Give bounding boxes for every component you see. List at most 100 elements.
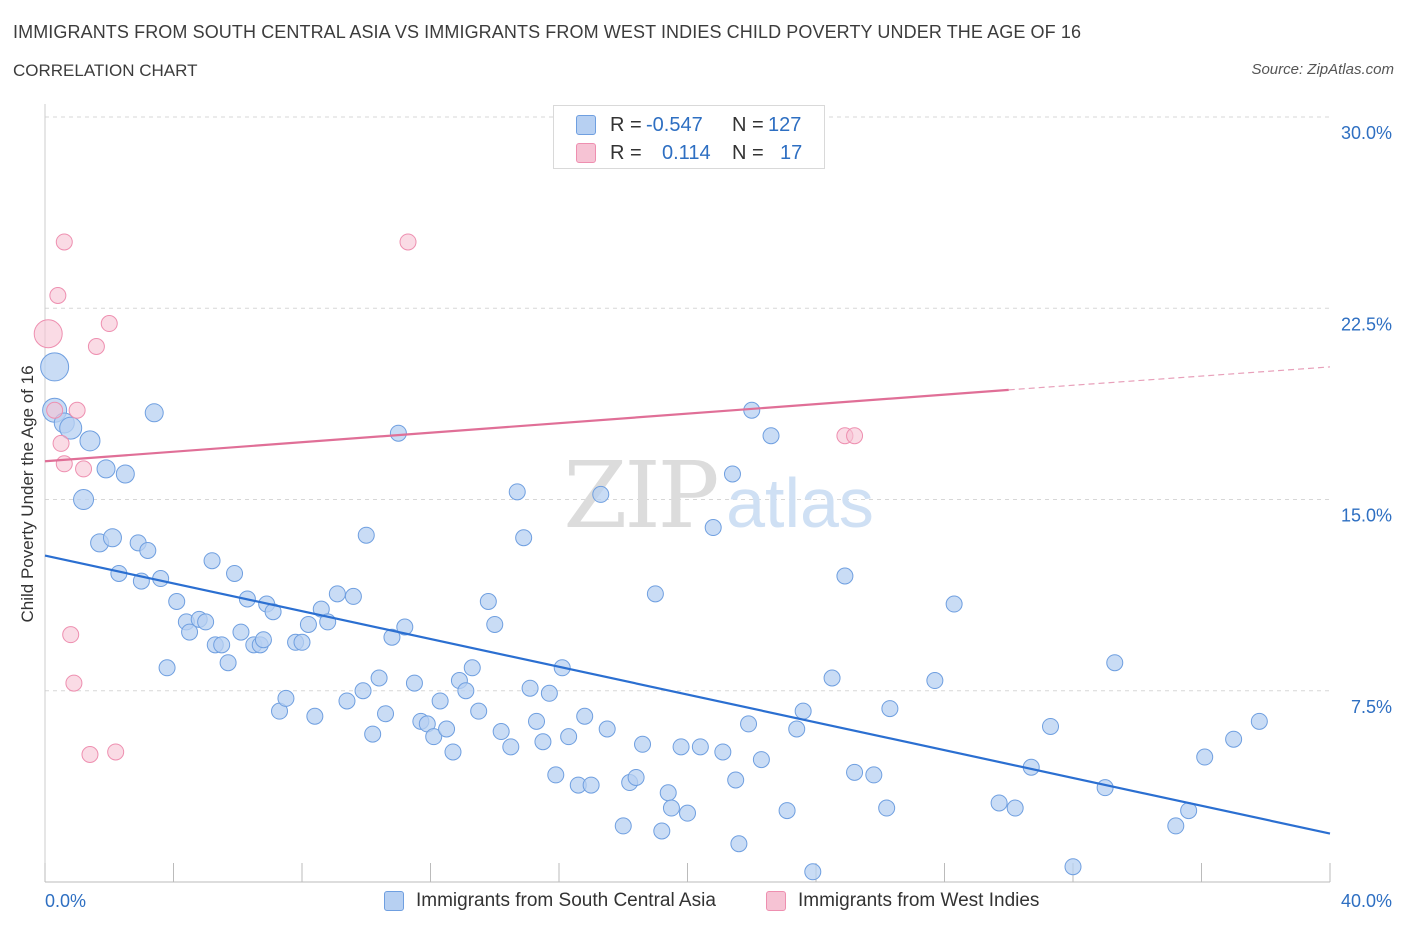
data-point-west-indies xyxy=(46,401,64,419)
data-point-south-central-asia xyxy=(788,720,806,738)
regression-extension-west-indies xyxy=(1008,366,1331,391)
legend-label: Immigrants from South Central Asia xyxy=(416,890,716,911)
data-point-south-central-asia xyxy=(444,743,462,761)
data-point-south-central-asia xyxy=(479,593,497,610)
data-point-south-central-asia xyxy=(1196,748,1214,766)
data-point-west-indies xyxy=(49,287,67,304)
regression-line-west-indies xyxy=(44,388,1009,463)
data-point-south-central-asia xyxy=(370,669,388,687)
r-value: 0.114 xyxy=(662,142,711,164)
data-point-south-central-asia xyxy=(293,633,311,651)
legend-swatch-pink xyxy=(576,143,596,163)
data-point-south-central-asia xyxy=(1225,730,1243,748)
data-point-south-central-asia xyxy=(730,835,748,853)
r-label: R = xyxy=(610,142,642,164)
data-point-south-central-asia xyxy=(425,728,443,746)
data-point-south-central-asia xyxy=(691,738,709,756)
data-point-south-central-asia xyxy=(1106,654,1124,672)
data-point-south-central-asia xyxy=(254,631,272,649)
data-point-south-central-asia xyxy=(1042,717,1060,735)
data-point-south-central-asia xyxy=(672,738,690,756)
data-point-south-central-asia xyxy=(328,585,346,603)
data-point-south-central-asia xyxy=(659,784,677,802)
data-point-south-central-asia xyxy=(73,489,95,510)
data-point-south-central-asia xyxy=(723,465,741,483)
data-point-south-central-asia xyxy=(344,587,362,605)
n-label: N = xyxy=(732,114,764,136)
data-point-south-central-asia xyxy=(804,863,822,881)
data-point-west-indies xyxy=(33,319,63,349)
data-point-west-indies xyxy=(846,427,864,445)
data-point-south-central-asia xyxy=(213,636,231,654)
data-point-south-central-asia xyxy=(405,674,423,692)
data-point-west-indies xyxy=(75,460,93,478)
data-point-south-central-asia xyxy=(438,720,456,738)
data-point-south-central-asia xyxy=(740,715,758,733)
data-point-south-central-asia xyxy=(528,712,546,730)
data-point-south-central-asia xyxy=(714,743,732,761)
data-point-south-central-asia xyxy=(679,804,696,822)
data-point-south-central-asia xyxy=(646,585,664,603)
data-point-south-central-asia xyxy=(197,613,215,631)
data-point-south-central-asia xyxy=(144,403,164,423)
data-point-west-indies xyxy=(68,401,86,419)
watermark-atlas: atlas xyxy=(726,464,874,542)
data-point-south-central-asia xyxy=(396,618,414,636)
data-point-south-central-asia xyxy=(560,728,578,746)
data-point-south-central-asia xyxy=(1250,712,1268,730)
data-point-south-central-asia xyxy=(945,595,963,613)
x-tick-label: 40.0% xyxy=(1341,891,1392,911)
data-point-south-central-asia xyxy=(547,766,565,784)
data-point-south-central-asia xyxy=(40,352,70,382)
data-points xyxy=(33,126,1268,881)
data-point-south-central-asia xyxy=(778,802,796,820)
data-point-south-central-asia xyxy=(338,692,356,710)
data-point-west-indies xyxy=(107,743,125,761)
data-point-south-central-asia xyxy=(389,424,407,442)
data-point-south-central-asia xyxy=(470,702,488,720)
data-point-south-central-asia xyxy=(377,705,395,723)
y-tick-label: 30.0% xyxy=(1341,123,1392,143)
data-point-south-central-asia xyxy=(354,682,372,700)
legend-label: Immigrants from West Indies xyxy=(798,890,1040,911)
chart-title: IMMIGRANTS FROM SOUTH CENTRAL ASIA VS IM… xyxy=(13,22,1082,42)
data-point-south-central-asia xyxy=(181,623,199,641)
data-point-south-central-asia xyxy=(614,817,632,835)
gridlines xyxy=(45,116,1330,692)
data-point-south-central-asia xyxy=(540,684,558,702)
data-point-south-central-asia xyxy=(486,615,504,633)
data-point-south-central-asia xyxy=(634,735,652,753)
data-point-south-central-asia xyxy=(521,679,539,697)
data-point-south-central-asia xyxy=(846,763,864,781)
x-tick-label: 0.0% xyxy=(45,891,86,911)
data-point-south-central-asia xyxy=(96,459,116,479)
data-point-west-indies xyxy=(65,674,83,692)
data-point-south-central-asia xyxy=(1006,799,1024,817)
data-point-south-central-asia xyxy=(990,794,1008,812)
data-point-west-indies xyxy=(55,455,73,473)
data-point-south-central-asia xyxy=(598,720,616,738)
data-point-south-central-asia xyxy=(1064,858,1082,876)
data-point-south-central-asia xyxy=(203,552,221,570)
data-point-south-central-asia xyxy=(264,603,282,621)
r-value: -0.547 xyxy=(646,114,703,136)
regression-lines xyxy=(44,366,1331,835)
data-point-south-central-asia xyxy=(139,542,157,559)
data-point-west-indies xyxy=(52,434,70,452)
y-tick-label: 15.0% xyxy=(1341,506,1392,526)
data-point-south-central-asia xyxy=(357,526,375,544)
legend-swatch-blue xyxy=(384,891,404,911)
data-point-south-central-asia xyxy=(1167,817,1185,835)
data-point-south-central-asia xyxy=(299,615,317,633)
data-point-south-central-asia xyxy=(704,519,722,537)
chart-subtitle: CORRELATION CHART xyxy=(13,61,198,80)
data-point-south-central-asia xyxy=(168,593,186,610)
regression-line-south-central-asia xyxy=(44,554,1331,835)
data-point-south-central-asia xyxy=(627,768,645,786)
y-tick-label: 7.5% xyxy=(1351,697,1392,717)
data-point-south-central-asia xyxy=(582,776,600,794)
stats-legend: R = -0.547 N = 127 R = 0.114 N = 17 xyxy=(553,105,825,169)
data-point-south-central-asia xyxy=(79,430,101,452)
data-point-south-central-asia xyxy=(431,692,449,710)
